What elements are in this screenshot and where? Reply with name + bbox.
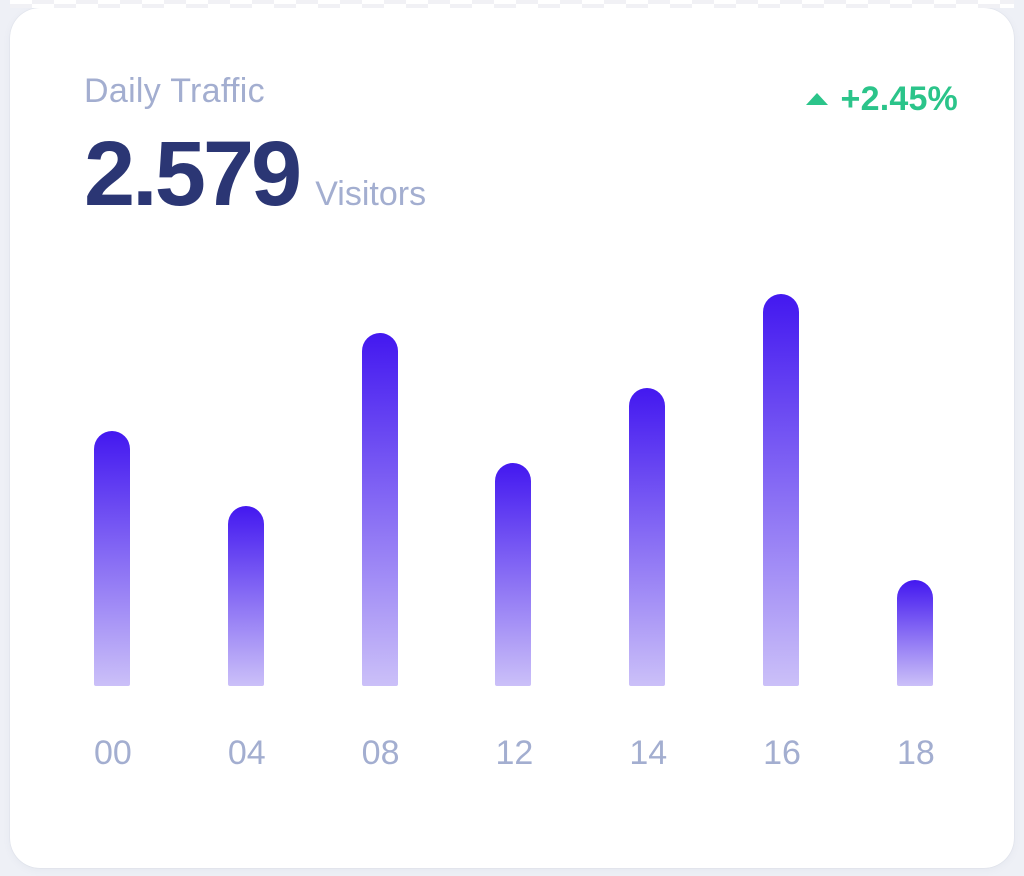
x-axis-label-16: 16 (763, 734, 801, 772)
visitors-unit: Visitors (315, 175, 427, 213)
delta-badge: +2.45% (805, 77, 958, 121)
x-axis-label-00: 00 (94, 734, 132, 772)
card-title: Daily Traffic (84, 72, 265, 110)
bar-08[interactable] (361, 333, 398, 686)
x-axis-label-04: 04 (227, 734, 266, 772)
bar-chart-area (94, 294, 933, 686)
bar-16[interactable] (763, 294, 800, 686)
bar-18[interactable] (896, 580, 933, 686)
bar-14[interactable] (629, 388, 666, 686)
visitors-summary: 2.579 Visitors (84, 128, 426, 220)
visitors-count: 2.579 (84, 123, 302, 225)
x-axis-label-08: 08 (361, 734, 400, 772)
bar-12[interactable] (495, 463, 532, 686)
x-axis-label-18: 18 (896, 734, 935, 772)
bar-00[interactable] (94, 431, 130, 686)
x-axis-label-14: 14 (629, 734, 668, 772)
bar-04[interactable] (227, 506, 264, 686)
x-axis-labels: 00 04 08 12 14 16 18 (94, 734, 935, 773)
up-arrow-icon (805, 93, 828, 105)
top-checker-pattern (10, 0, 1014, 8)
x-axis-label-12: 12 (495, 734, 534, 772)
delta-value: +2.45% (840, 79, 958, 118)
daily-traffic-card: Daily Traffic +2.45% 2.579 Visitors 00 04… (10, 8, 1014, 868)
